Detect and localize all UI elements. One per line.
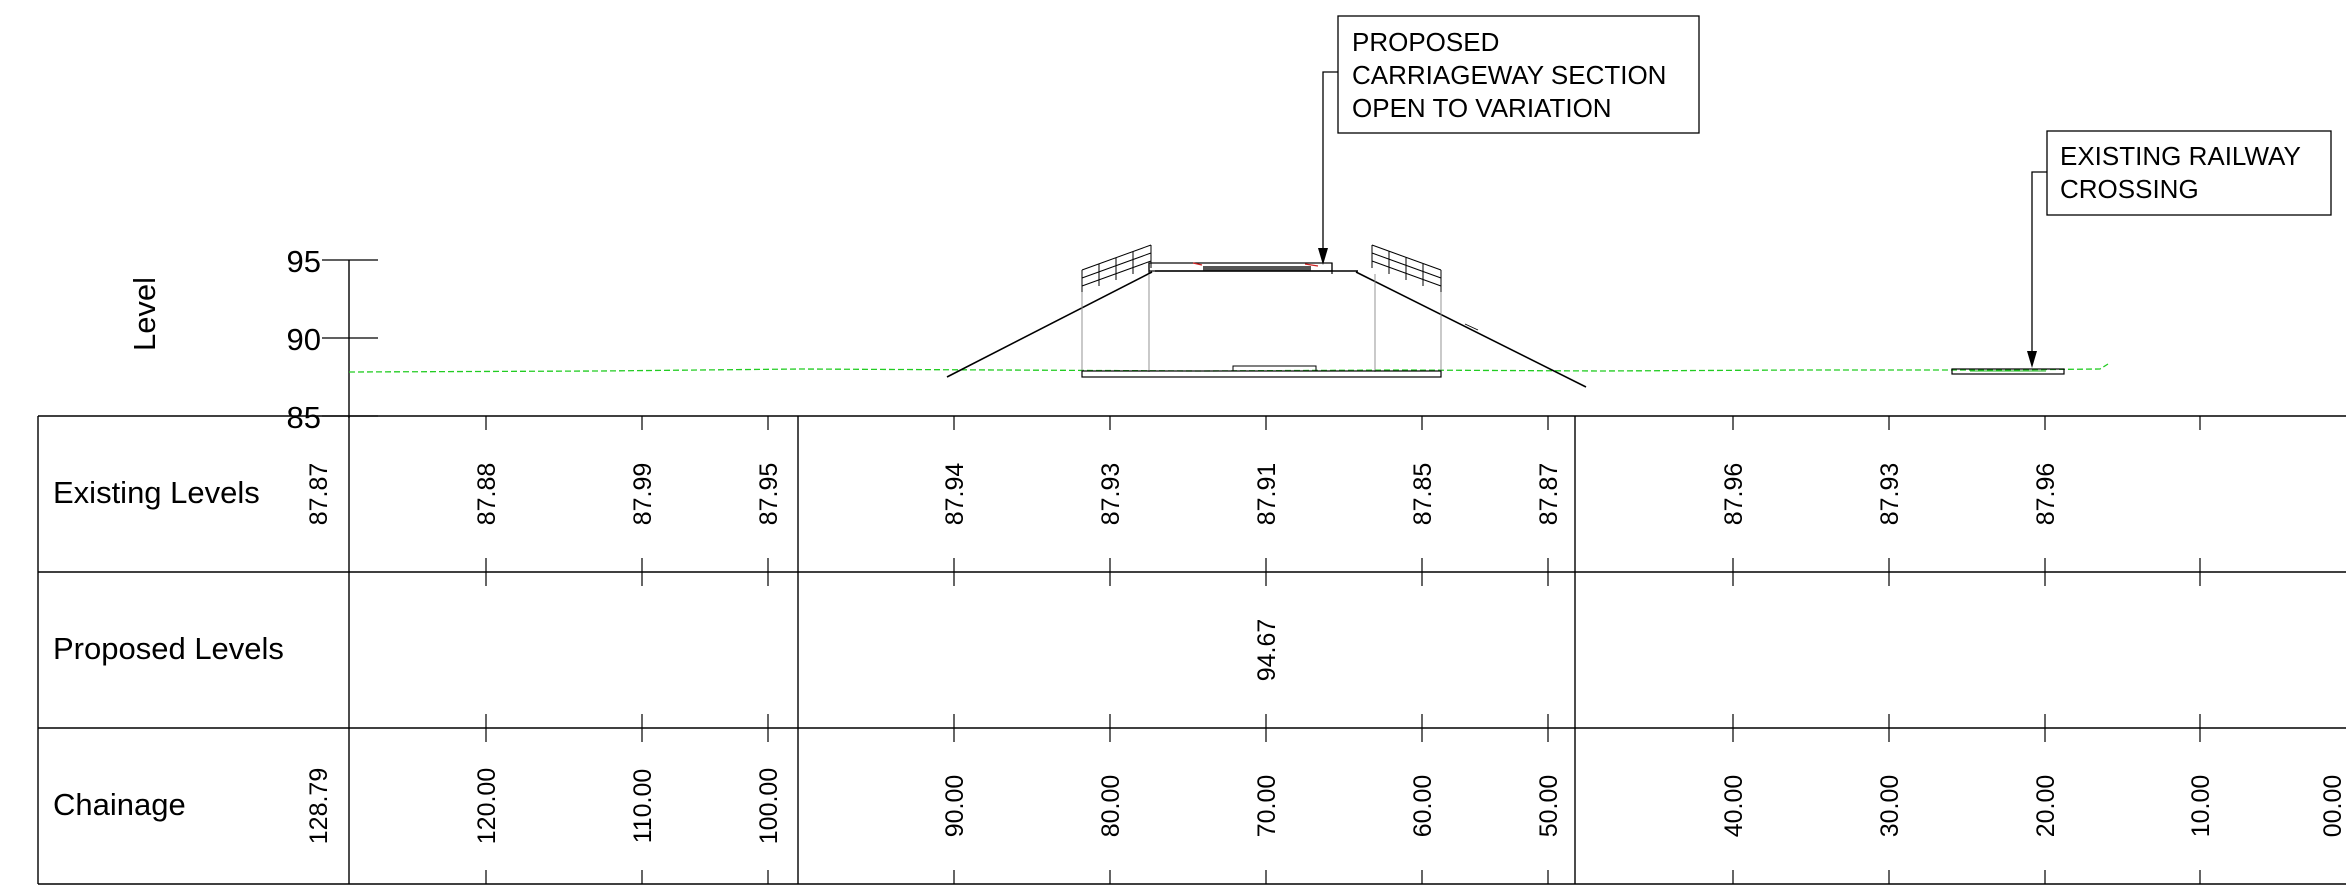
axis-tick-85: 85 xyxy=(287,400,321,435)
chainage-value: 10.00 xyxy=(2187,775,2215,838)
axis-tick-90: 90 xyxy=(287,322,321,357)
chainage-value: 80.00 xyxy=(1097,775,1125,838)
existing-ground-line xyxy=(348,363,2109,373)
chainage-value: 60.00 xyxy=(1409,775,1437,838)
existing-value: 87.94 xyxy=(941,463,969,526)
chainage-value: 00.00 xyxy=(2319,775,2346,838)
existing-value: 87.87 xyxy=(305,463,333,526)
railway-crossing xyxy=(1951,368,2065,375)
chainage-label: Chainage xyxy=(53,787,186,822)
existing-value: 87.88 xyxy=(473,463,501,526)
carriageway-note-line-3: OPEN TO VARIATION xyxy=(1352,93,1612,123)
level-axis: 95 90 85 Level xyxy=(127,244,378,435)
existing-value: 87.96 xyxy=(1720,463,1748,526)
proposed-levels-label: Proposed Levels xyxy=(53,631,284,666)
axis-label: Level xyxy=(127,277,162,351)
carriageway-note-line-1: PROPOSED xyxy=(1352,27,1499,57)
axis-tick-95: 95 xyxy=(287,244,321,279)
existing-value: 87.87 xyxy=(1535,463,1563,526)
chainage-value: 90.00 xyxy=(941,775,969,838)
existing-value: 87.95 xyxy=(755,463,783,526)
carriageway-note-line-2: CARRIAGEWAY SECTION xyxy=(1352,60,1666,90)
level-table xyxy=(37,415,2346,885)
chainage-value: 120.00 xyxy=(473,768,501,844)
existing-value: 87.93 xyxy=(1097,463,1125,526)
existing-levels-label: Existing Levels xyxy=(53,475,260,510)
existing-value: 87.93 xyxy=(1876,463,1904,526)
existing-value: 87.96 xyxy=(2032,463,2060,526)
carriageway-note: PROPOSED CARRIAGEWAY SECTION OPEN TO VAR… xyxy=(1318,15,1700,265)
chainage-value: 110.00 xyxy=(629,769,657,844)
proposed-embankment xyxy=(946,244,1587,388)
station-ticks xyxy=(485,416,2201,884)
railway-note-line-2: CROSSING xyxy=(2060,174,2199,204)
railway-note-line-1: EXISTING RAILWAY xyxy=(2060,141,2301,171)
existing-value: 87.99 xyxy=(629,463,657,526)
chainage-value: 40.00 xyxy=(1720,775,1748,838)
railway-note: EXISTING RAILWAY CROSSING xyxy=(2027,130,2332,368)
proposed-value: 94.67 xyxy=(1253,619,1281,682)
chainage-value: 100.00 xyxy=(755,768,783,844)
chainage-value: 30.00 xyxy=(1876,775,1904,838)
station-values: 87.87 128.79 87.88 120.00 87.99 110.00 87.95 10… xyxy=(305,463,2346,845)
chainage-value: 128.79 xyxy=(305,768,333,844)
chainage-value: 20.00 xyxy=(2032,775,2060,838)
existing-value: 87.91 xyxy=(1253,463,1281,526)
existing-value: 87.85 xyxy=(1409,463,1437,526)
chainage-value: 50.00 xyxy=(1535,775,1563,838)
chainage-value: 70.00 xyxy=(1253,775,1281,838)
